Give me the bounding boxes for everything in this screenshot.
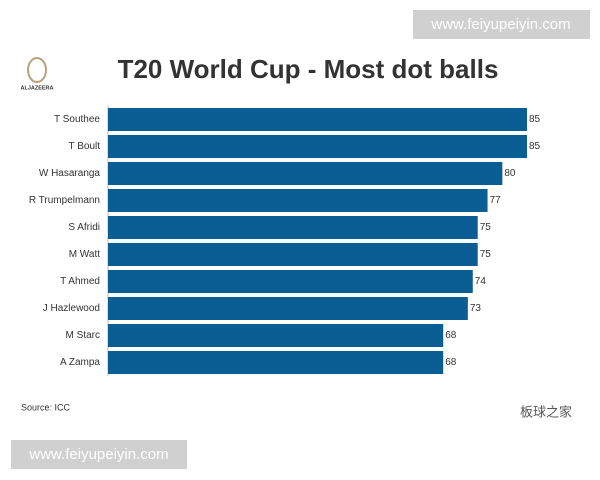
bar (108, 297, 468, 320)
logo: ALJAZEERA (20, 57, 54, 91)
y-tick-label: M Watt (69, 249, 101, 260)
watermark-box (413, 10, 590, 39)
y-tick-label: S Afridi (68, 222, 100, 233)
source: Source: ICC (21, 402, 71, 412)
logo-mark (27, 57, 47, 83)
bar (108, 108, 527, 131)
data-label: 77 (490, 195, 502, 206)
y-tick-label: T Boult (69, 141, 101, 152)
bar (108, 216, 478, 239)
data-label: 85 (529, 141, 541, 152)
y-tick-label: T Southee (54, 114, 100, 125)
y-tick-label: J Hazlewood (43, 303, 100, 314)
watermark-box (11, 440, 187, 469)
y-tick-label: T Ahmed (60, 276, 100, 287)
y-tick-label: R Trumpelmann (29, 195, 100, 206)
y-tick-label: A Zampa (60, 357, 100, 368)
data-label: 73 (470, 303, 482, 314)
data-label: 74 (475, 276, 487, 287)
data-label: 75 (480, 222, 492, 233)
watermark: 板球之家 (520, 404, 572, 419)
bar (108, 270, 473, 293)
bar (108, 243, 478, 266)
data-label: 68 (445, 357, 457, 368)
watermark: www.feiyupeiyin.com (430, 16, 570, 33)
data-label: 75 (480, 249, 492, 260)
bar (108, 135, 527, 158)
watermark: www.feiyupeiyin.com (28, 446, 168, 463)
logo-text: ALJAZEERA (20, 85, 53, 91)
data-label: 80 (504, 168, 516, 179)
bar (108, 189, 488, 212)
data-label: 68 (445, 330, 457, 341)
bar (108, 324, 444, 347)
bar (108, 351, 444, 374)
chart-title: T20 World Cup - Most dot balls (118, 54, 499, 84)
bar (108, 162, 503, 185)
y-tick-label: M Starc (66, 330, 100, 341)
data-label: 85 (529, 114, 541, 125)
y-tick-label: W Hasaranga (39, 168, 101, 179)
